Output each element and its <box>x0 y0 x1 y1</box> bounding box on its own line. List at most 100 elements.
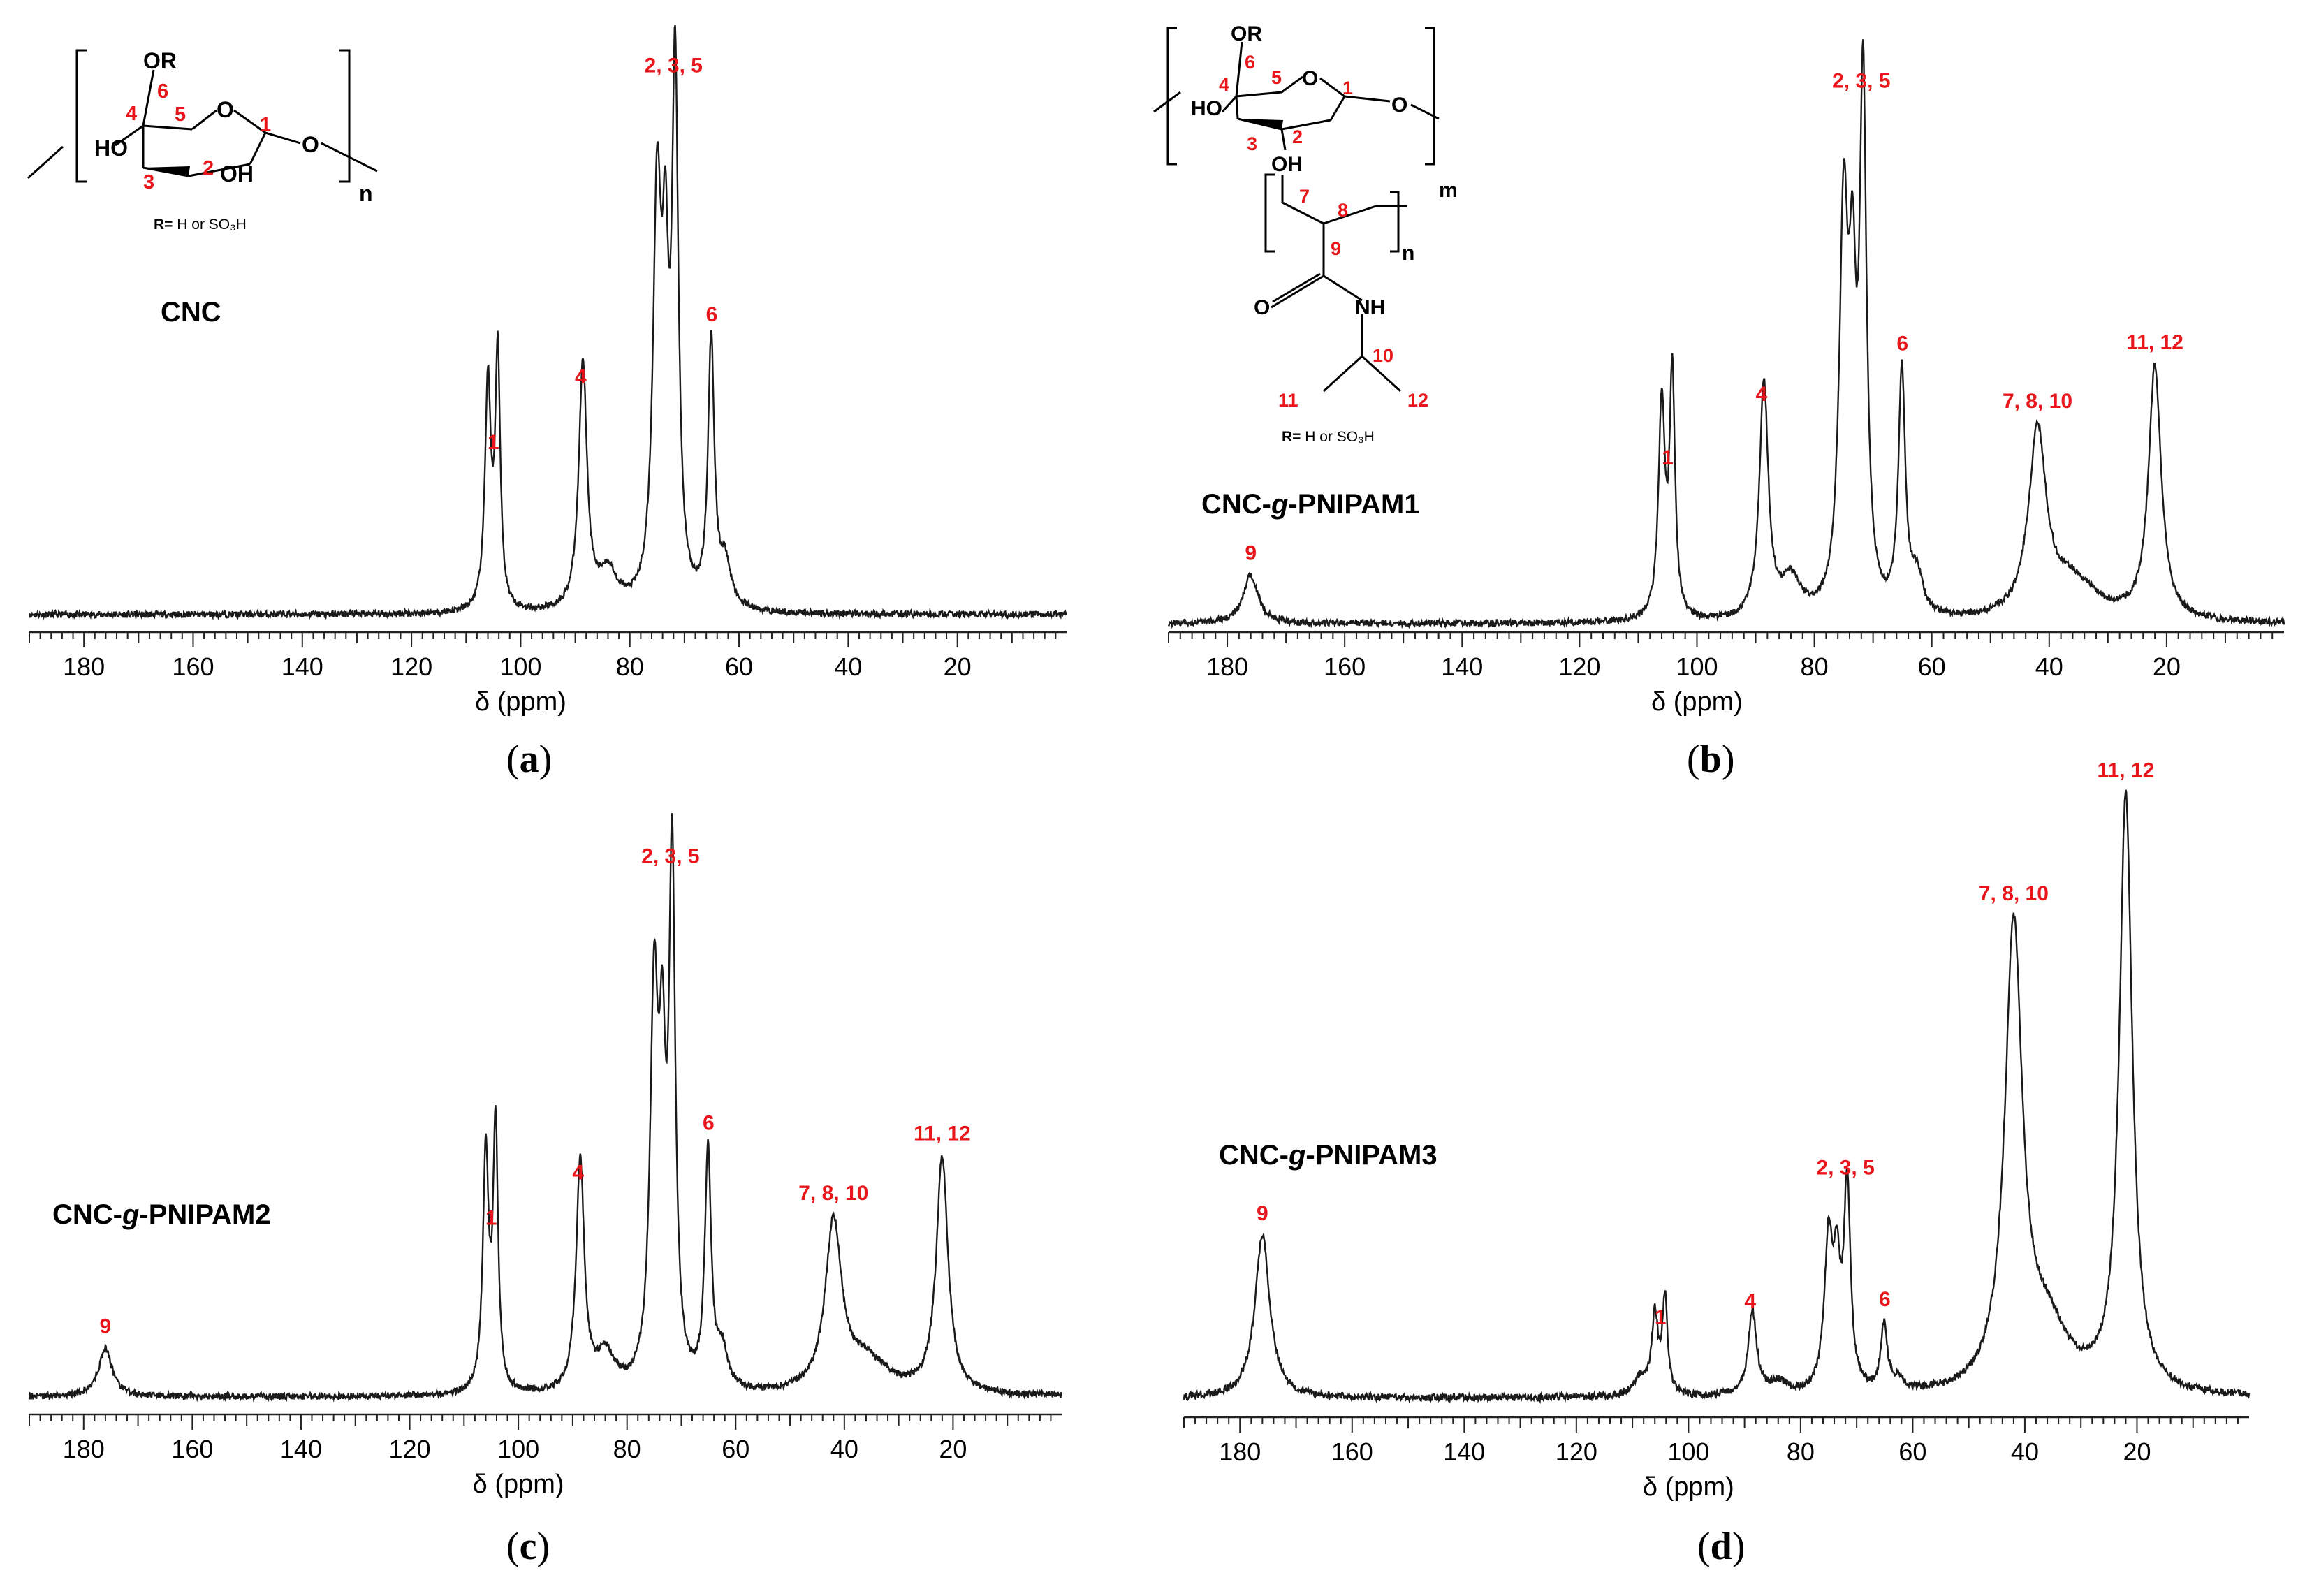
grafted-structure-b: HO OH OR O O m n O NH 1 2 3 4 5 6 7 8 9 … <box>1152 14 1544 447</box>
x-tick-label: 140 <box>280 1435 322 1463</box>
panel-a: 180 160 140 120 100 80 60 40 20 δ (ppm) 1 4 2, 3, 5 6 <box>0 0 1149 798</box>
peak-label: 1 <box>1662 446 1674 469</box>
spectrum-trace <box>28 813 1063 1403</box>
grafted-ring-oxygen: O <box>1302 67 1318 90</box>
grafted-locant-3: 3 <box>1247 133 1257 154</box>
grafted-subscript-m: m <box>1439 179 1458 202</box>
x-tick-label: 100 <box>1667 1437 1709 1466</box>
peak-label: 9 <box>1257 1202 1268 1225</box>
grafted-locant-8: 8 <box>1338 200 1348 221</box>
peak-label: 6 <box>703 1112 715 1135</box>
peak-label: 2, 3, 5 <box>1816 1157 1874 1180</box>
grafted-locant-4: 4 <box>1219 74 1229 95</box>
x-tick-label: 160 <box>171 1435 213 1463</box>
x-tick-label: 20 <box>944 652 972 681</box>
panel-caption-a: (a) <box>506 738 552 781</box>
x-tick-label: 100 <box>1676 652 1718 681</box>
x-tick-label: 140 <box>281 652 323 681</box>
panel-caption-c: (c) <box>506 1525 550 1568</box>
peak-label: 11, 12 <box>914 1122 971 1145</box>
sample-label-c: CNC-g-PNIPAM2 <box>52 1199 271 1230</box>
x-tick-label: 140 <box>1441 652 1483 681</box>
x-tick-label: 40 <box>830 1435 858 1463</box>
peak-label: 4 <box>575 365 587 388</box>
grafted-locant-5: 5 <box>1271 67 1282 88</box>
cnc-locant-3: 3 <box>143 171 154 193</box>
panel-caption-d: (d) <box>1697 1525 1746 1568</box>
grafted-subscript-n: n <box>1402 242 1414 265</box>
panel-caption-b: (b) <box>1687 738 1735 781</box>
x-tick-label: 40 <box>2035 652 2063 681</box>
peak-label: 1 <box>485 1207 497 1230</box>
peak-label: 4 <box>572 1161 584 1184</box>
sample-label-b: CNC-g-PNIPAM1 <box>1201 489 1420 520</box>
x-tick-label: 120 <box>388 1435 430 1463</box>
x-tick-label: 80 <box>1801 652 1829 681</box>
spectrum-c: 180 160 140 120 100 80 60 40 20 δ (ppm) 9 1 4 2, 3, 5… <box>28 813 1063 1499</box>
cnc-or-group: OR <box>143 48 177 73</box>
x-axis-label: δ (ppm) <box>473 1470 564 1499</box>
x-tick-label: 40 <box>834 652 862 681</box>
peak-label: 4 <box>1744 1289 1756 1312</box>
peak-label: 7, 8, 10 <box>798 1182 868 1205</box>
x-tick-label: 60 <box>1898 1437 1926 1466</box>
cnc-structure: HO OH OR O O n 1 2 3 4 5 6 R= H or SO₃H <box>14 42 419 272</box>
peak-label: 2, 3, 5 <box>641 844 699 867</box>
x-tick-label: 120 <box>390 652 432 681</box>
peak-label: 6 <box>1896 332 1908 356</box>
x-axis: 180 160 140 120 100 80 60 40 20 δ (ppm) <box>1183 1416 2249 1502</box>
peak-label: 1 <box>488 431 499 454</box>
grafted-locant-7: 7 <box>1299 186 1310 207</box>
x-tick-label: 20 <box>2153 652 2181 681</box>
x-tick-label: 120 <box>1558 652 1600 681</box>
cnc-locant-2: 2 <box>203 157 214 180</box>
x-tick-label: 180 <box>63 1435 105 1463</box>
spectrum-trace <box>1167 39 2285 629</box>
grafted-or-group: OR <box>1231 22 1262 45</box>
grafted-structure-drawing: HO OH OR O O m n O NH 1 2 3 4 5 6 7 8 9 … <box>1153 22 1458 445</box>
cnc-ho-group: HO <box>94 136 128 161</box>
x-axis: 180 160 140 120 100 80 60 40 20 δ (ppm) <box>29 631 1067 717</box>
peak-label: 6 <box>1879 1288 1891 1311</box>
grafted-locant-6: 6 <box>1245 52 1255 73</box>
grafted-locant-9: 9 <box>1331 238 1341 259</box>
peak-label: 1 <box>1655 1306 1667 1329</box>
grafted-oh-group: OH <box>1271 153 1303 176</box>
x-axis: 180 160 140 120 100 80 60 40 20 δ (ppm) <box>1168 631 2284 717</box>
spectrum-d: 180 160 140 120 100 80 60 40 20 δ (ppm) 9 1 4 2, 3, 5… <box>1183 759 2251 1502</box>
x-tick-label: 80 <box>613 1435 641 1463</box>
peak-label: 11, 12 <box>2126 331 2183 354</box>
grafted-carbonyl-oxygen: O <box>1254 296 1270 319</box>
grafted-locant-1: 1 <box>1342 78 1353 98</box>
x-tick-label: 60 <box>1918 652 1946 681</box>
spectrum-trace <box>28 24 1068 621</box>
grafted-locant-11: 11 <box>1278 390 1298 411</box>
cnc-ring-oxygen: O <box>217 97 234 122</box>
peak-label: 2, 3, 5 <box>1832 69 1890 92</box>
cnc-structure-drawing: HO OH OR O O n 1 2 3 4 5 6 R= H or SO₃H <box>27 48 378 233</box>
sample-label-d: CNC-g-PNIPAM3 <box>1219 1140 1437 1171</box>
cnc-locant-4: 4 <box>126 103 137 125</box>
cnc-link-oxygen: O <box>302 132 319 157</box>
grafted-locant-12: 12 <box>1407 390 1428 411</box>
x-tick-label: 100 <box>497 1435 539 1463</box>
spectrum-trace <box>1183 789 2251 1405</box>
peak-label: 7, 8, 10 <box>2003 390 2072 413</box>
grafted-ho-group: HO <box>1191 97 1222 120</box>
grafted-r-definition: R= H or SO₃H <box>1282 429 1375 445</box>
peak-label: 11, 12 <box>2098 759 2155 782</box>
spectrum-a: 180 160 140 120 100 80 60 40 20 δ (ppm) 1 4 2, 3, 5 6 <box>28 24 1068 717</box>
x-tick-label: 20 <box>2123 1437 2151 1466</box>
x-tick-label: 80 <box>616 652 644 681</box>
x-axis-label: δ (ppm) <box>475 687 566 717</box>
x-tick-label: 20 <box>939 1435 967 1463</box>
x-tick-label: 60 <box>722 1435 749 1463</box>
peak-label: 6 <box>706 303 718 326</box>
cnc-oh-group: OH <box>220 161 254 186</box>
sample-label-a: CNC <box>161 297 221 328</box>
grafted-nh-group: NH <box>1355 296 1385 319</box>
x-tick-label: 120 <box>1556 1437 1597 1466</box>
cnc-subscript-n: n <box>359 181 373 206</box>
panel-d: 180 160 140 120 100 80 60 40 20 δ (ppm) 9 1 4 2, 3, 5… <box>1149 759 2298 1595</box>
spectrum-b: 180 160 140 120 100 80 60 40 20 δ (ppm) 9 1 4 2, 3, 5… <box>1167 39 2285 717</box>
